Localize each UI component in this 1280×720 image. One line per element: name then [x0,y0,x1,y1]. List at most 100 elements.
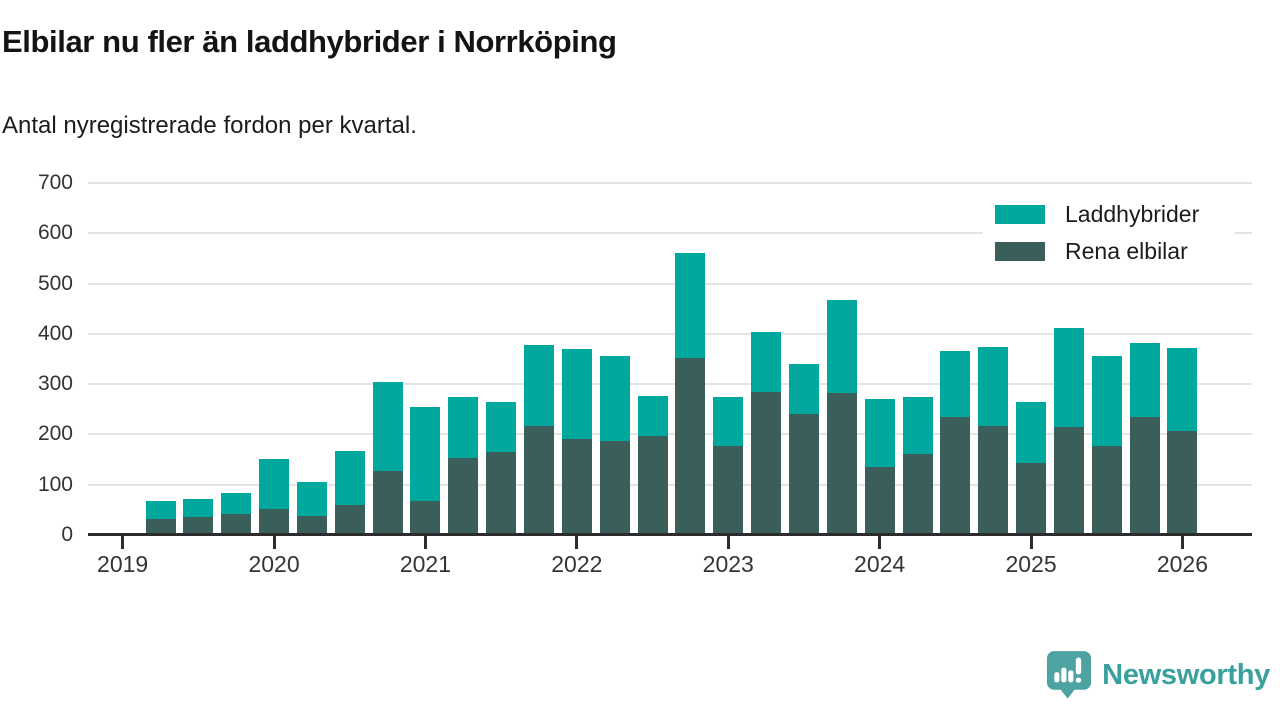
brand-name: Newsworthy [1102,658,1270,691]
bar-laddhybrider [448,397,479,459]
bar-chart-bubble-icon [1046,650,1092,700]
gridline [88,182,1252,184]
y-axis-tick-label: 600 [37,221,73,245]
bar-laddhybrider [1053,327,1084,427]
x-axis-tick-label: 2021 [399,551,452,577]
bar-rena-elbilar [864,467,895,535]
gridline [88,433,1252,436]
y-axis-tick-label: 400 [37,321,73,345]
bar-laddhybrider [372,382,403,472]
bar-rena-elbilar [221,513,252,535]
y-axis-tick-label: 100 [37,472,73,496]
bar-laddhybrider [296,482,327,516]
x-axis-tick-label: 2025 [1005,551,1057,577]
bar-rena-elbilar [410,500,441,535]
bar-rena-elbilar [675,357,706,535]
y-axis-tick-label: 700 [37,171,73,194]
x-axis-tick [121,536,125,549]
y-axis-tick-label: 500 [37,271,73,295]
bar-laddhybrider [259,459,290,509]
bar-laddhybrider [675,252,706,358]
bar-rena-elbilar [296,515,327,535]
newsworthy-logo: Newsworthy [1046,650,1270,700]
bar-rena-elbilar [1053,426,1084,535]
x-axis-tick [1029,536,1033,549]
legend-item-rena-elbilar: Rena elbilar [995,233,1235,270]
bar-laddhybrider [410,407,441,501]
legend-label: Laddhybrider [1065,201,1200,227]
bar-rena-elbilar [637,435,668,535]
bar-rena-elbilar [1016,463,1047,535]
bar-laddhybrider [1167,347,1198,431]
x-axis-tick [575,536,579,549]
bar-laddhybrider [1129,342,1160,417]
chart-subtitle: Antal nyregistrerade fordon per kvartal. [2,112,417,139]
x-axis-tick [272,536,276,549]
bar-rena-elbilar [259,508,290,535]
bar-laddhybrider [221,492,252,514]
x-axis-tick-label: 2024 [854,551,906,577]
gridline [88,332,1252,335]
rena-elbilar-swatch-icon [995,242,1045,261]
bar-rena-elbilar [1091,445,1122,535]
bar-rena-elbilar [902,454,933,535]
y-axis-tick-label: 300 [37,372,73,396]
bar-laddhybrider [183,498,214,517]
bar-laddhybrider [864,399,895,468]
bar-laddhybrider [524,344,554,426]
bar-rena-elbilar [751,392,782,535]
y-axis-tick-label: 200 [37,422,73,446]
laddhybrider-swatch-icon [995,205,1045,224]
bar-laddhybrider [1016,402,1047,464]
x-axis-tick [423,536,427,549]
bar-rena-elbilar [978,425,1009,535]
bar-rena-elbilar [1129,416,1160,535]
gridline [88,282,1252,285]
gridline [88,483,1252,486]
bar-rena-elbilar [372,471,403,535]
bar-laddhybrider [902,397,933,455]
x-axis-line [88,533,1252,536]
bar-laddhybrider [1091,355,1122,446]
gridline [88,232,1252,235]
legend-item-laddhybrider: Laddhybrider [995,196,1235,233]
bar-rena-elbilar [599,440,630,535]
x-axis-tick [1180,536,1184,549]
bar-rena-elbilar [334,504,365,535]
y-axis-tick-label: 0 [61,523,73,546]
bar-laddhybrider [788,364,819,414]
bar-laddhybrider [713,397,744,446]
bar-laddhybrider [751,331,782,393]
bar-laddhybrider [978,346,1009,426]
bar-rena-elbilar [1167,430,1198,535]
bar-laddhybrider [637,396,668,436]
x-axis-tick-label: 2023 [702,551,754,577]
bar-laddhybrider [486,402,517,453]
x-axis-tick [726,536,730,549]
bar-rena-elbilar [940,416,971,535]
bar-laddhybrider [145,500,176,519]
bar-rena-elbilar [183,516,214,535]
bar-rena-elbilar [713,445,744,535]
bar-laddhybrider [334,451,365,505]
legend-label: Rena elbilar [1065,238,1188,264]
gridline [88,383,1252,386]
bar-rena-elbilar [561,438,592,535]
bar-rena-elbilar [486,452,517,535]
bar-rena-elbilar [145,518,176,535]
x-axis-tick-label: 2020 [248,551,300,577]
x-axis-tick-label: 2019 [97,551,149,577]
bar-laddhybrider [826,300,857,394]
bar-rena-elbilar [788,413,819,535]
chart-legend: Laddhybrider Rena elbilar [983,190,1235,278]
bar-laddhybrider [561,348,592,439]
bar-rena-elbilar [524,425,554,535]
bar-rena-elbilar [826,393,857,535]
x-axis-tick-label: 2026 [1156,551,1209,577]
bar-laddhybrider [599,355,630,441]
page-title: Elbilar nu fler än laddhybrider i Norrkö… [2,24,617,59]
x-axis-tick-label: 2022 [551,551,603,577]
bar-laddhybrider [940,350,971,417]
x-axis-tick [878,536,882,549]
